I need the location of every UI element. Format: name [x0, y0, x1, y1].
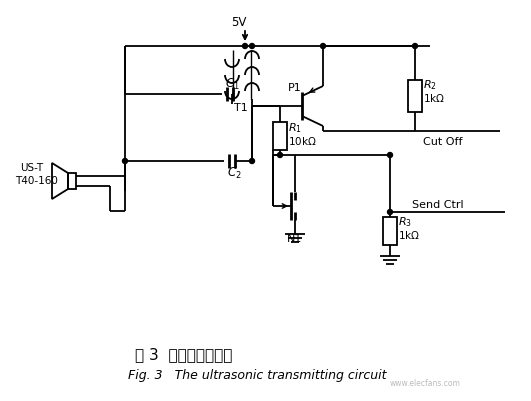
Text: N1: N1: [287, 234, 302, 244]
Text: 1k$\Omega$: 1k$\Omega$: [423, 92, 445, 104]
Bar: [68, 173, 76, 189]
Text: 5V: 5V: [231, 16, 246, 29]
Bar: [383, 217, 397, 245]
Text: $R_1$: $R_1$: [288, 121, 302, 135]
Text: $R_2$: $R_2$: [423, 78, 437, 92]
Circle shape: [321, 43, 326, 49]
Text: Send Ctrl: Send Ctrl: [412, 200, 464, 210]
Circle shape: [413, 43, 417, 49]
Text: $R_3$: $R_3$: [398, 215, 412, 229]
Circle shape: [388, 152, 392, 158]
Circle shape: [278, 152, 282, 158]
Bar: [408, 80, 422, 112]
Text: P1: P1: [288, 83, 302, 93]
Text: T1: T1: [234, 103, 248, 113]
Text: 图 3  超声波发射电路: 图 3 超声波发射电路: [135, 347, 233, 362]
Text: 10k$\Omega$: 10k$\Omega$: [288, 135, 316, 147]
Circle shape: [388, 209, 392, 215]
Circle shape: [243, 43, 247, 49]
Circle shape: [250, 43, 254, 49]
Bar: [273, 122, 287, 150]
Circle shape: [123, 158, 127, 164]
Text: www.elecfans.com: www.elecfans.com: [390, 379, 461, 388]
Text: $C_1$: $C_1$: [225, 77, 239, 92]
Text: Cut Off: Cut Off: [423, 137, 463, 147]
Text: US-T: US-T: [20, 163, 43, 173]
Text: Fig. 3   The ultrasonic transmitting circuit: Fig. 3 The ultrasonic transmitting circu…: [128, 369, 387, 382]
Text: T40-160: T40-160: [15, 176, 58, 186]
Circle shape: [250, 158, 254, 164]
Text: 1k$\Omega$: 1k$\Omega$: [398, 229, 420, 241]
Text: $C_2$: $C_2$: [227, 166, 242, 181]
